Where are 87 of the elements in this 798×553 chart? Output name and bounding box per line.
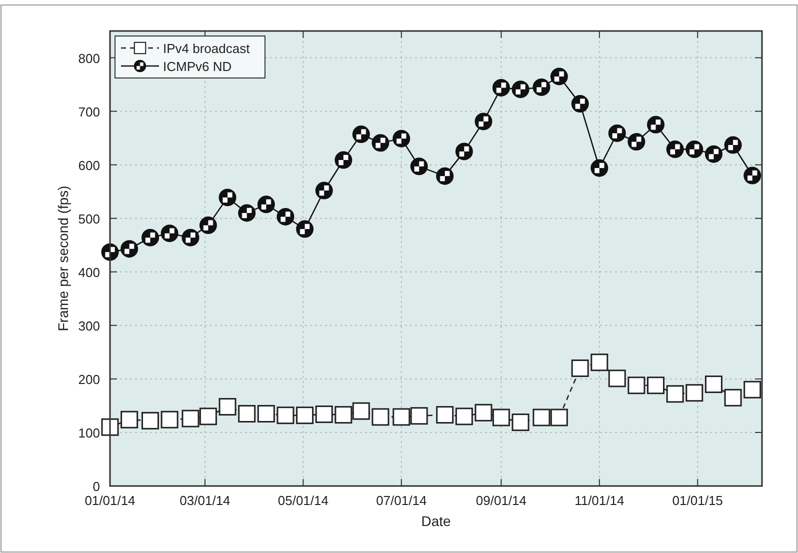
point: [120, 240, 138, 258]
point: [276, 208, 294, 226]
point: [550, 68, 568, 86]
point: [334, 406, 352, 424]
point: [724, 136, 742, 154]
point: [686, 140, 704, 158]
point: [238, 404, 256, 422]
x-tick-label: 09/01/14: [476, 493, 527, 508]
point: [474, 112, 492, 130]
point: [686, 384, 704, 402]
point: [199, 408, 217, 426]
x-tick-label: 01/01/15: [672, 493, 723, 508]
point: [704, 145, 722, 163]
point: [120, 410, 138, 428]
point: [666, 385, 684, 403]
x-tick-label: 05/01/14: [278, 493, 328, 508]
legend-label: IPv4 broadcast: [163, 41, 250, 56]
point: [744, 166, 762, 184]
point: [550, 408, 568, 426]
point: [455, 142, 473, 160]
point: [352, 126, 370, 144]
point: [410, 158, 428, 176]
x-tick-label: 03/01/14: [180, 493, 230, 508]
point: [296, 220, 314, 238]
y-tick-label: 400: [78, 264, 100, 280]
y-tick-label: 200: [78, 372, 100, 387]
point: [512, 414, 530, 432]
y-tick-label: 600: [78, 158, 100, 173]
point: [315, 406, 333, 424]
point: [590, 159, 608, 177]
point: [101, 418, 119, 436]
point: [647, 376, 664, 394]
point: [647, 116, 664, 134]
point: [315, 182, 333, 200]
point: [436, 167, 454, 185]
point: [218, 398, 236, 416]
point: [492, 78, 510, 96]
point: [334, 151, 352, 169]
point: [392, 408, 410, 426]
y-tick-label: 700: [78, 104, 100, 120]
x-axis-title: Date: [421, 513, 451, 529]
point: [257, 404, 275, 422]
x-tick-label: 11/01/14: [574, 493, 624, 508]
point: [392, 130, 410, 148]
point: [257, 196, 275, 214]
y-tick-label: 800: [78, 50, 100, 66]
point: [160, 410, 178, 428]
point: [276, 406, 294, 424]
point: [141, 412, 159, 430]
point: [608, 124, 626, 142]
point: [436, 406, 454, 424]
point: [199, 216, 217, 234]
point: [372, 134, 390, 152]
point: [218, 188, 236, 206]
point: [492, 408, 510, 426]
y-tick-label: 300: [78, 318, 100, 334]
point: [410, 407, 428, 425]
point: [608, 370, 626, 388]
y-tick-label: 100: [78, 425, 100, 440]
y-axis-title: Frame per second (fps): [55, 186, 71, 332]
point: [744, 380, 762, 398]
point: [474, 404, 492, 422]
legend-label: ICMPv6 ND: [163, 59, 232, 74]
point: [628, 133, 646, 151]
point: [296, 406, 314, 424]
point: [724, 388, 742, 406]
point: [160, 224, 178, 242]
point: [455, 408, 473, 426]
point: [666, 140, 684, 158]
x-tick-label: 01/01/14: [84, 493, 136, 508]
point: [532, 78, 550, 96]
point: [704, 376, 722, 394]
point: [571, 359, 589, 377]
point: [238, 204, 256, 222]
point: [571, 95, 589, 113]
point: [182, 410, 200, 428]
x-tick-label: 07/01/14: [376, 493, 427, 508]
point: [590, 354, 608, 372]
point: [182, 228, 200, 246]
point: [532, 408, 550, 426]
point: [512, 80, 530, 98]
point: [352, 402, 370, 420]
point: [628, 376, 646, 394]
point: [141, 228, 159, 246]
y-tick-label: 0: [92, 479, 100, 494]
y-tick-label: 500: [78, 211, 100, 226]
point: [372, 408, 390, 426]
